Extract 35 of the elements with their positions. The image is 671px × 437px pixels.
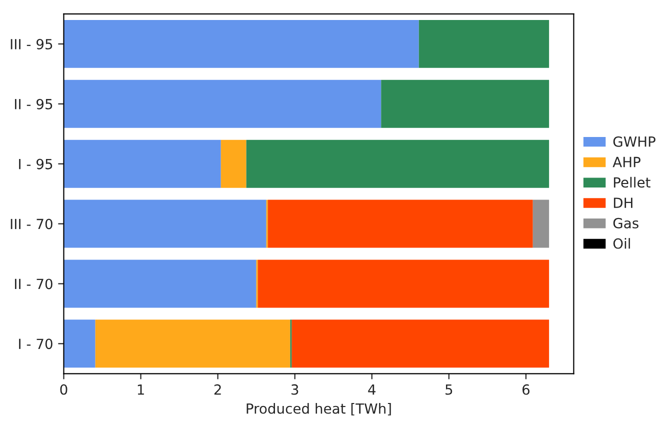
bar: [292, 320, 550, 368]
x-tick-label: 3: [291, 384, 298, 395]
bar: [532, 200, 550, 248]
x-tick-label: 1: [138, 384, 144, 395]
x-tick-label: 5: [446, 384, 452, 395]
x-tick-label: 6: [522, 384, 530, 395]
bar: [220, 140, 246, 188]
y-tick-label: I - 95: [19, 158, 52, 170]
legend-label: AHP: [612, 156, 640, 168]
bar: [268, 200, 533, 248]
legend-label: Pellet: [614, 176, 650, 188]
x-tick-label: 2: [214, 384, 221, 395]
y-tick-label: III - 70: [10, 218, 52, 230]
y-tick-label: II - 70: [14, 278, 52, 290]
legend-label: DH: [614, 198, 632, 208]
x-axis-title: Produced heat [TWh]: [246, 403, 391, 416]
bar: [258, 260, 550, 308]
bar: [64, 20, 419, 68]
bar: [95, 320, 290, 368]
y-tick-label: I - 70: [19, 338, 52, 350]
legend-label: Oil: [613, 238, 630, 249]
y-tick-label: II - 95: [14, 98, 52, 110]
x-tick-label: 4: [368, 384, 376, 395]
legend-label: Gas: [613, 218, 638, 228]
x-tick-label: 0: [60, 384, 68, 395]
bar: [64, 80, 382, 128]
bar: [64, 200, 266, 248]
legend-label: GWHP: [613, 136, 656, 147]
bar: [381, 80, 550, 128]
bar: [64, 140, 221, 188]
bar: [418, 20, 550, 68]
bar: [64, 260, 256, 308]
bar: [246, 140, 550, 188]
bar: [64, 320, 96, 368]
y-tick-label: III - 95: [10, 38, 52, 50]
